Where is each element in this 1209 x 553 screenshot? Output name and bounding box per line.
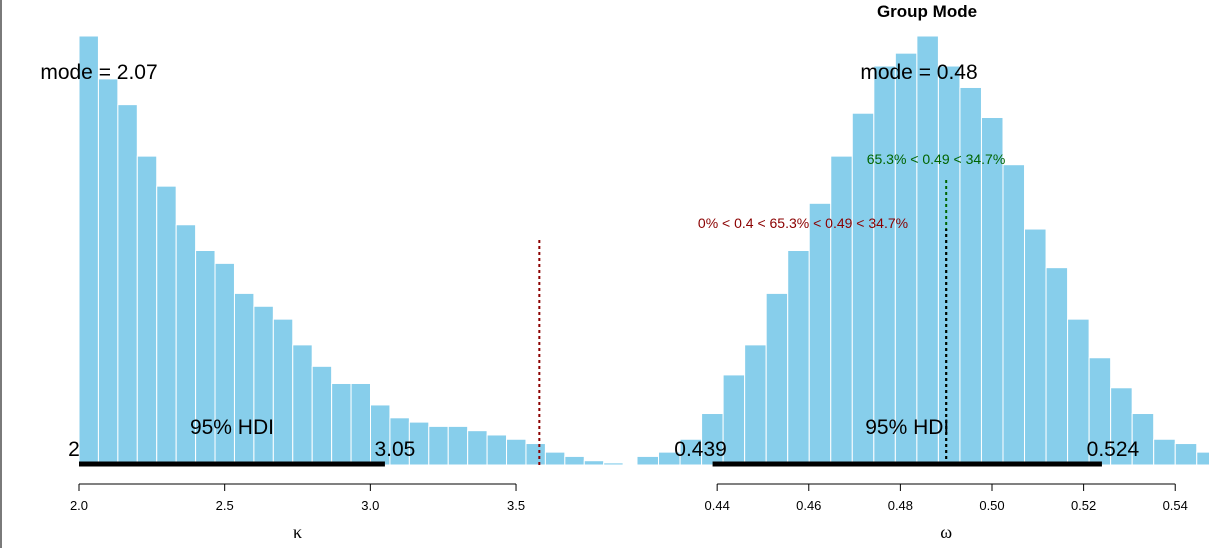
left-histogram-bar — [117, 104, 138, 466]
omega-comparison-label-red: 0% < 0.4 < 65.3% < 0.49 < 34.7% — [698, 215, 908, 231]
left-histogram-bar — [506, 438, 527, 466]
left-histogram-bar — [78, 35, 99, 466]
right-x-tick-label: 0.44 — [705, 498, 730, 513]
left-histogram-bar — [331, 382, 352, 466]
window-edge — [0, 0, 2, 548]
kappa-x-axis-label: κ — [293, 522, 302, 542]
kappa-bars — [78, 35, 624, 466]
omega-hdi-high-label: 0.524 — [1087, 438, 1140, 461]
left-histogram-bar — [272, 318, 294, 466]
right-histogram-bar — [1153, 438, 1176, 466]
right-histogram-bar — [959, 86, 982, 466]
left-histogram-bar — [583, 460, 605, 466]
right-x-tick-label: 0.50 — [979, 498, 1004, 513]
left-histogram-bar — [97, 78, 119, 466]
right-histogram-bar — [937, 65, 961, 466]
left-histogram-bar — [350, 382, 371, 466]
left-histogram-bar — [253, 305, 274, 466]
left-histogram-bar — [136, 155, 158, 466]
right-histogram-bar — [894, 52, 918, 466]
right-histogram-bar — [1002, 164, 1026, 466]
left-histogram-bar — [544, 451, 566, 466]
right-histogram-bar — [916, 35, 939, 466]
right-x-tick-label: 0.54 — [1163, 498, 1188, 513]
left-histogram-bar — [467, 430, 488, 466]
left-x-tick-label: 3.0 — [361, 498, 379, 513]
omega-x-ticks: 0.44 0.46 0.48 0.50 0.52 0.54 — [705, 484, 1188, 513]
omega-hdi-label: 95% HDI — [865, 416, 949, 439]
left-histogram-bar — [525, 443, 546, 466]
right-histogram-bar — [636, 455, 660, 466]
right-histogram-bar — [765, 292, 789, 466]
right-histogram-bar — [830, 155, 853, 466]
left-histogram-bar — [156, 185, 177, 466]
left-histogram-bar — [233, 292, 255, 466]
left-histogram-bar — [292, 344, 313, 466]
left-histogram-bar — [447, 425, 469, 466]
right-histogram-bar — [980, 117, 1004, 466]
right-histogram-bar — [1024, 228, 1047, 466]
right-histogram-bar — [873, 65, 896, 466]
left-x-tick-label: 2.0 — [70, 498, 88, 513]
kappa-hdi-low-label: 2 — [68, 438, 80, 461]
right-histogram-bar — [1045, 267, 1069, 466]
left-histogram-bar — [486, 434, 508, 466]
right-x-tick-label: 0.48 — [888, 498, 913, 513]
right-x-tick-label: 0.52 — [1071, 498, 1096, 513]
right-x-tick-label: 0.46 — [796, 498, 821, 513]
right-histogram-bar — [1196, 451, 1209, 466]
kappa-mode-label: mode = 2.07 — [40, 61, 157, 84]
right-histogram-bar — [1174, 443, 1198, 466]
kappa-x-ticks: 2.0 2.5 3.0 3.5 — [70, 484, 525, 513]
omega-chart-title: Group Mode — [877, 2, 977, 21]
right-histogram-bar — [808, 202, 832, 466]
right-histogram-bar — [744, 344, 767, 466]
left-histogram-bar — [564, 455, 585, 466]
kappa-hdi-high-label: 3.05 — [374, 438, 415, 461]
kappa-hdi-label: 95% HDI — [190, 416, 274, 439]
omega-hdi-low-label: 0.439 — [674, 438, 727, 461]
kappa-panel: mode = 2.07 95% HDI 2 3.05 2.0 2.5 3.0 3.5 … — [40, 35, 624, 542]
right-histogram-bar — [787, 250, 810, 466]
omega-panel: Group Mode mode = 0.48 65.3% < 0.49 < 34… — [636, 2, 1209, 542]
left-x-tick-label: 2.5 — [216, 498, 234, 513]
left-histogram-bar — [311, 365, 333, 466]
left-x-tick-label: 3.5 — [507, 498, 525, 513]
left-histogram-bar — [428, 425, 449, 466]
left-histogram-bar — [603, 462, 624, 466]
omega-x-axis-label: ω — [940, 522, 952, 542]
omega-bars — [636, 35, 1209, 466]
omega-comparison-label-green: 65.3% < 0.49 < 34.7% — [867, 151, 1006, 167]
omega-mode-label: mode = 0.48 — [860, 61, 977, 84]
